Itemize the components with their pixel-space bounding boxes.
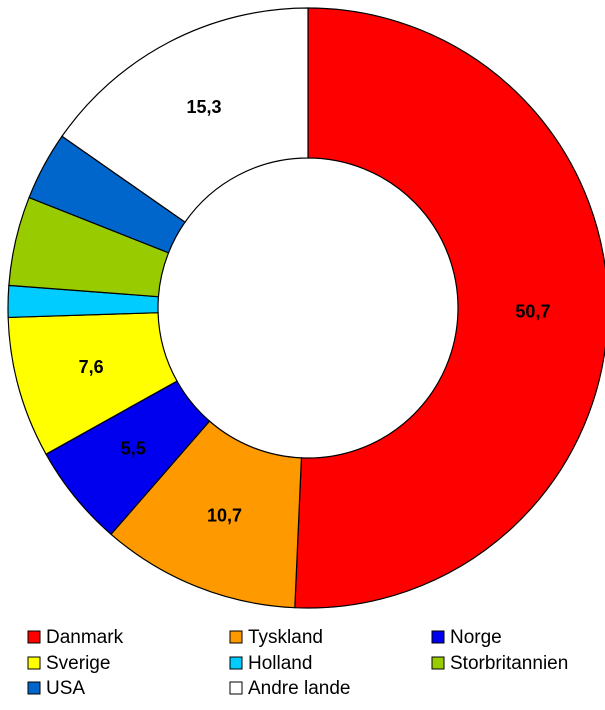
value-label: 7,6 xyxy=(79,357,104,377)
value-label: 15,3 xyxy=(186,97,221,117)
legend-label: Norge xyxy=(450,627,502,648)
legend-label: Tyskland xyxy=(248,627,323,648)
legend-swatch xyxy=(27,681,41,695)
legend-swatch xyxy=(229,681,243,695)
legend-swatch xyxy=(229,630,243,644)
value-label: 50,7 xyxy=(515,302,550,322)
value-label: 5,5 xyxy=(121,439,146,459)
legend-swatch xyxy=(27,630,41,644)
donut-slice xyxy=(294,7,605,609)
value-label: 10,7 xyxy=(207,506,242,526)
legend-swatch xyxy=(431,630,445,644)
legend-label: USA xyxy=(46,678,85,699)
legend-label: Danmark xyxy=(46,627,124,648)
legend-swatch xyxy=(431,656,445,670)
legend-swatch xyxy=(27,656,41,670)
legend-label: Storbritannien xyxy=(450,653,568,674)
donut-slice xyxy=(61,7,309,223)
legend-swatch xyxy=(229,656,243,670)
legend-label: Holland xyxy=(248,653,312,674)
legend-label: Andre lande xyxy=(248,678,350,699)
legend-label: Sverige xyxy=(46,653,110,674)
